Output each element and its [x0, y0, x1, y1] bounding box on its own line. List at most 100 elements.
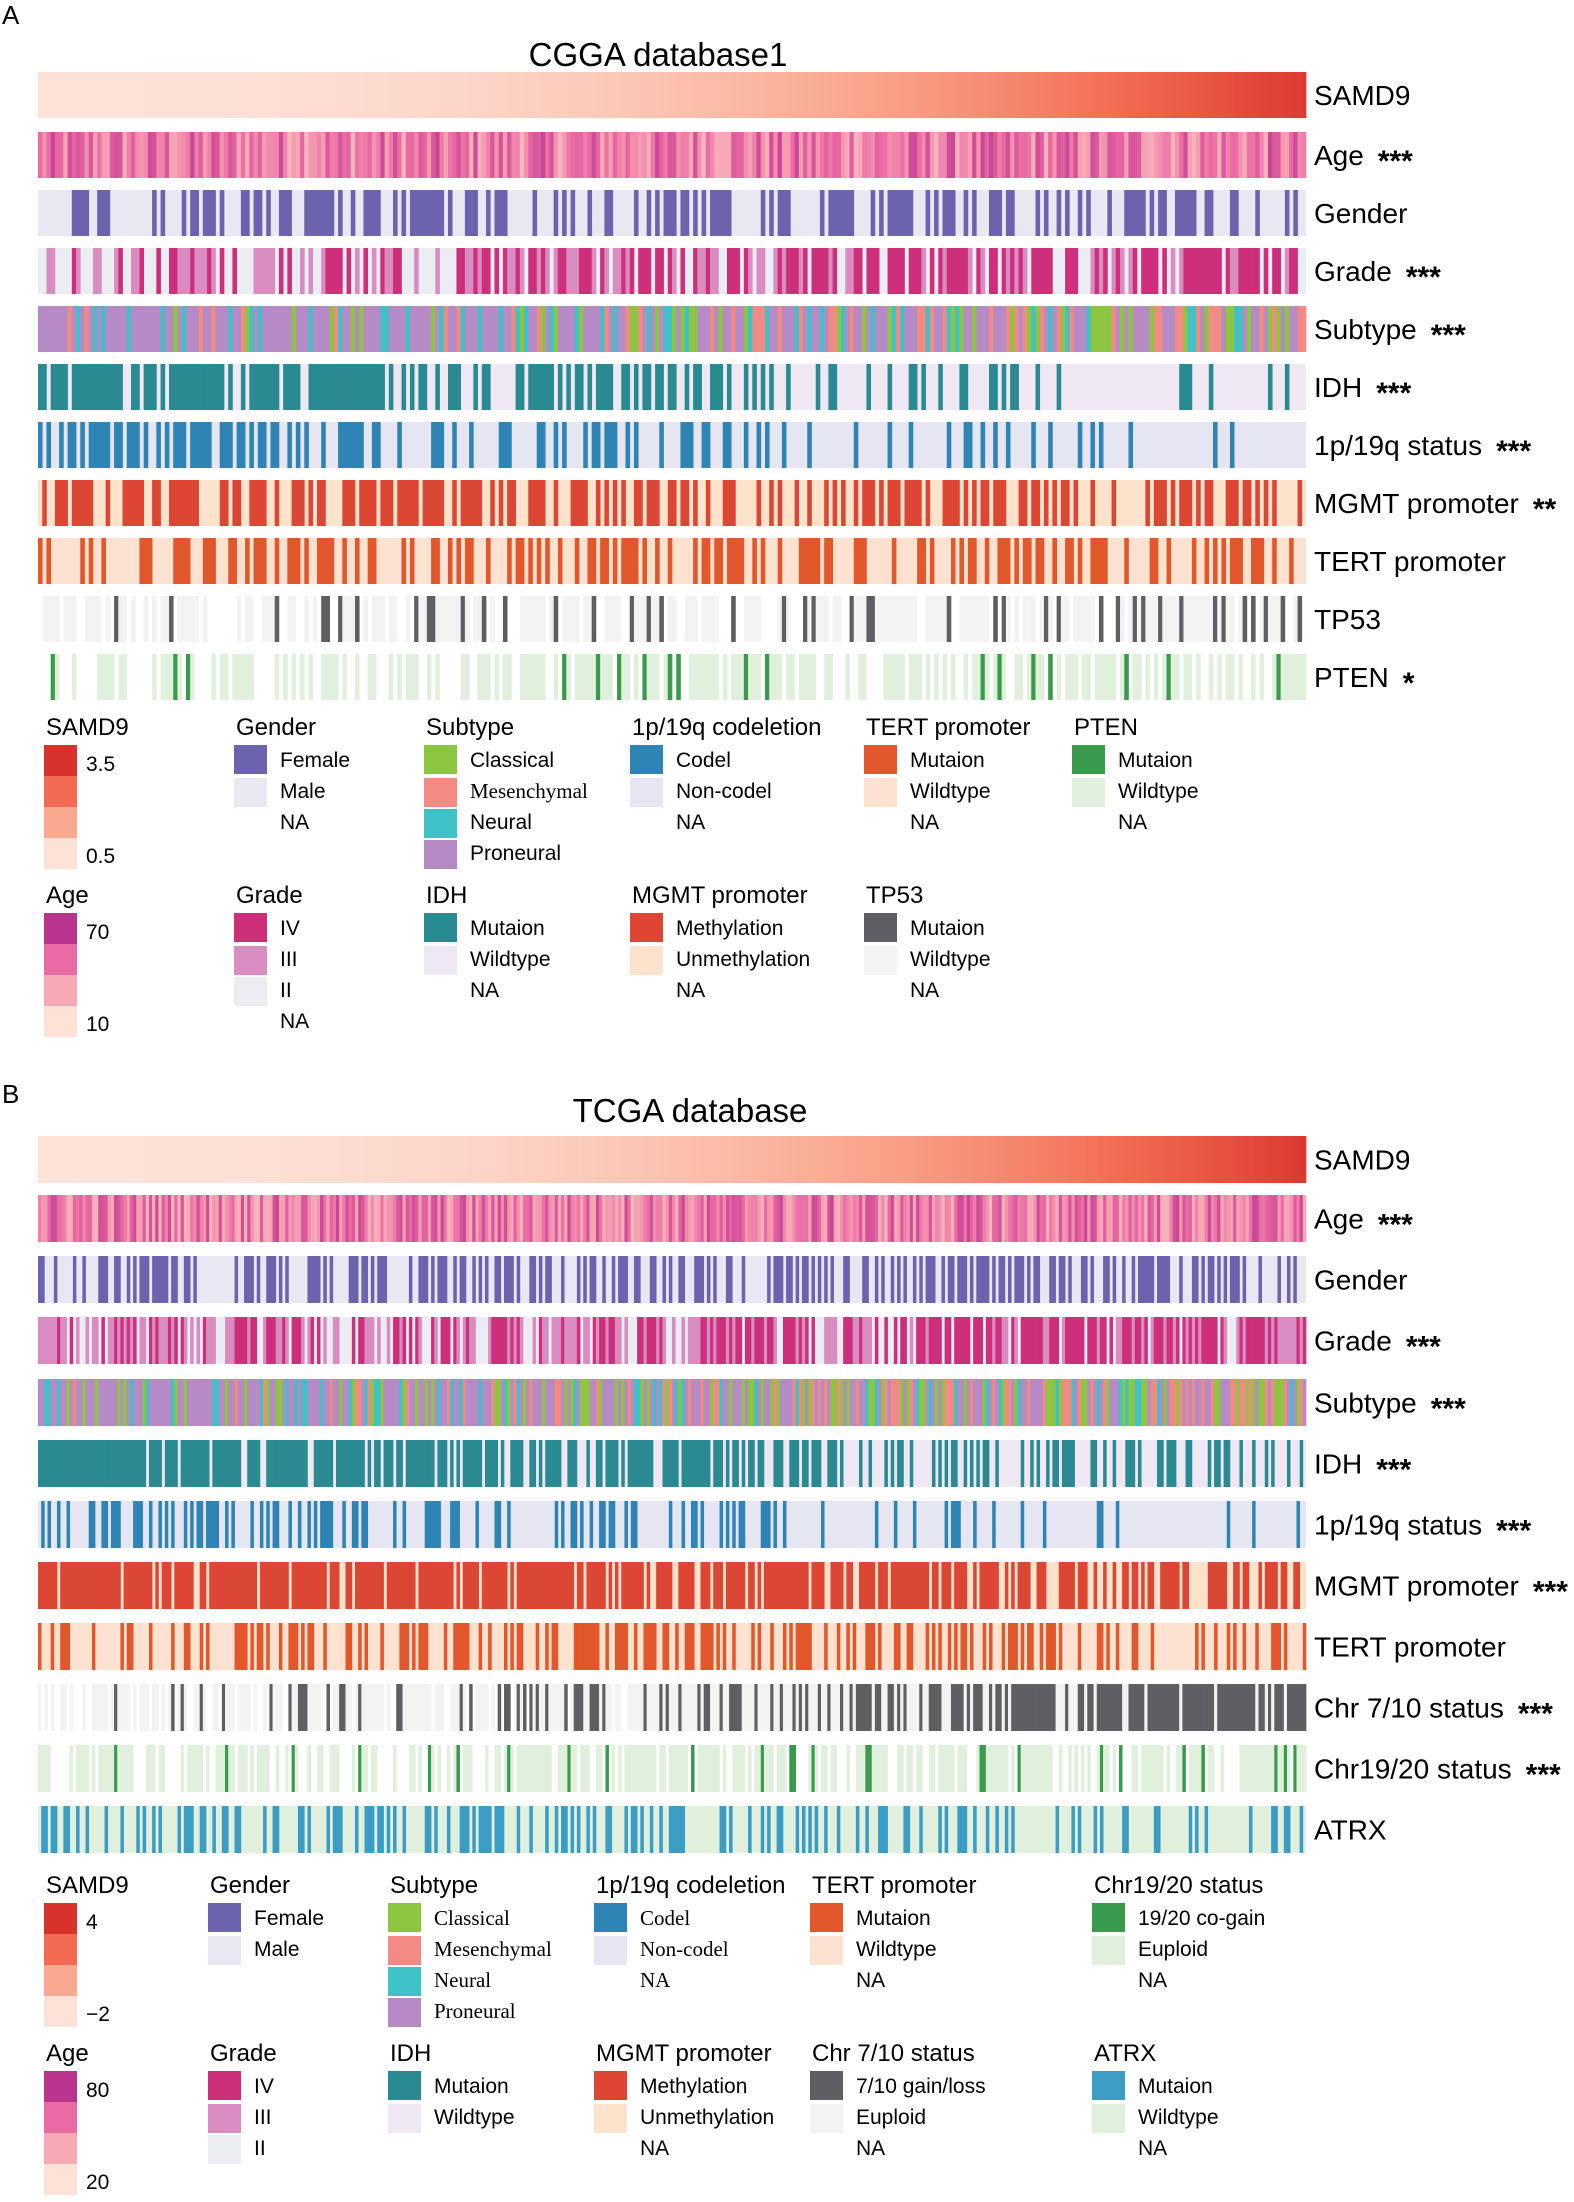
cell — [1049, 1136, 1053, 1183]
cell — [72, 1256, 77, 1303]
cell — [47, 1562, 52, 1609]
cell — [358, 1317, 362, 1364]
cell — [1128, 72, 1134, 118]
cell — [1058, 1623, 1063, 1670]
cell — [1112, 1440, 1117, 1487]
cell — [1221, 538, 1227, 584]
cell — [706, 1562, 711, 1609]
cell — [1005, 72, 1011, 118]
cell — [1284, 364, 1290, 410]
cell — [827, 1379, 831, 1426]
cell — [147, 306, 153, 352]
cell — [732, 1501, 736, 1548]
legend-min: 10 — [86, 1013, 109, 1036]
cell — [963, 132, 969, 178]
cell — [919, 1136, 923, 1183]
cell — [1128, 190, 1134, 236]
cell — [545, 1562, 549, 1609]
cell — [672, 1684, 676, 1731]
cell — [693, 654, 698, 700]
cell — [101, 1317, 105, 1364]
cell — [959, 72, 964, 118]
cell — [325, 72, 330, 118]
cell — [773, 248, 779, 294]
cell — [1090, 1379, 1094, 1426]
cell — [278, 1256, 283, 1303]
cell — [1010, 364, 1015, 410]
cell — [249, 132, 254, 178]
cell — [925, 1317, 930, 1364]
cell — [1204, 596, 1210, 642]
cell — [1297, 480, 1303, 526]
cell — [257, 306, 263, 352]
cell — [1128, 422, 1134, 468]
cell — [1071, 1379, 1075, 1426]
cell — [418, 1317, 422, 1364]
cell — [604, 248, 609, 294]
cell — [262, 306, 267, 352]
cell — [142, 1440, 147, 1487]
cell — [743, 422, 749, 468]
cell — [371, 248, 377, 294]
legend-max: 3.5 — [86, 753, 115, 776]
cell — [294, 1317, 299, 1364]
cell — [91, 1562, 96, 1609]
cell — [376, 596, 381, 642]
cell — [738, 1136, 743, 1183]
cell — [874, 1136, 879, 1183]
cell — [194, 248, 199, 294]
cell — [817, 1379, 822, 1426]
cell — [1115, 248, 1121, 294]
cell — [190, 1501, 194, 1548]
cell — [1259, 72, 1265, 118]
cell — [722, 72, 728, 118]
cell — [136, 1562, 140, 1609]
cell — [916, 1379, 920, 1426]
cell — [1234, 538, 1239, 584]
cell — [624, 1562, 628, 1609]
cell — [338, 306, 343, 352]
cell — [554, 1623, 559, 1670]
cell — [665, 1379, 670, 1426]
cell — [944, 1136, 949, 1183]
cell — [396, 1317, 400, 1364]
cell — [329, 306, 335, 352]
cell — [1191, 190, 1197, 236]
cell — [386, 1684, 391, 1731]
cell — [748, 1136, 752, 1183]
cell — [321, 596, 326, 642]
cell — [469, 1136, 473, 1183]
cell — [338, 72, 343, 118]
cell — [1223, 1440, 1228, 1487]
cell — [741, 1379, 746, 1426]
cell — [513, 1440, 518, 1487]
cell — [1191, 72, 1197, 118]
cell — [50, 132, 56, 178]
cell — [1191, 1317, 1196, 1364]
cell — [773, 1562, 777, 1609]
cell — [752, 538, 757, 584]
cell — [735, 72, 740, 118]
cell — [726, 538, 732, 584]
cell — [135, 72, 140, 118]
cell — [1166, 1562, 1171, 1609]
cell — [421, 1623, 426, 1670]
cell — [693, 538, 698, 584]
cell — [841, 132, 846, 178]
cell — [339, 1136, 343, 1183]
cell — [633, 654, 639, 700]
cell — [426, 132, 432, 178]
cell — [194, 480, 199, 526]
cell — [767, 1195, 771, 1242]
cell — [1115, 1195, 1120, 1242]
cell — [171, 1684, 175, 1731]
cell — [779, 1136, 784, 1183]
cell — [1221, 72, 1227, 118]
cell — [329, 1195, 334, 1242]
cell — [891, 480, 897, 526]
cell — [358, 1562, 362, 1609]
cell — [713, 1379, 717, 1426]
cell — [186, 1379, 191, 1426]
cell — [980, 480, 986, 526]
cell — [573, 1379, 578, 1426]
